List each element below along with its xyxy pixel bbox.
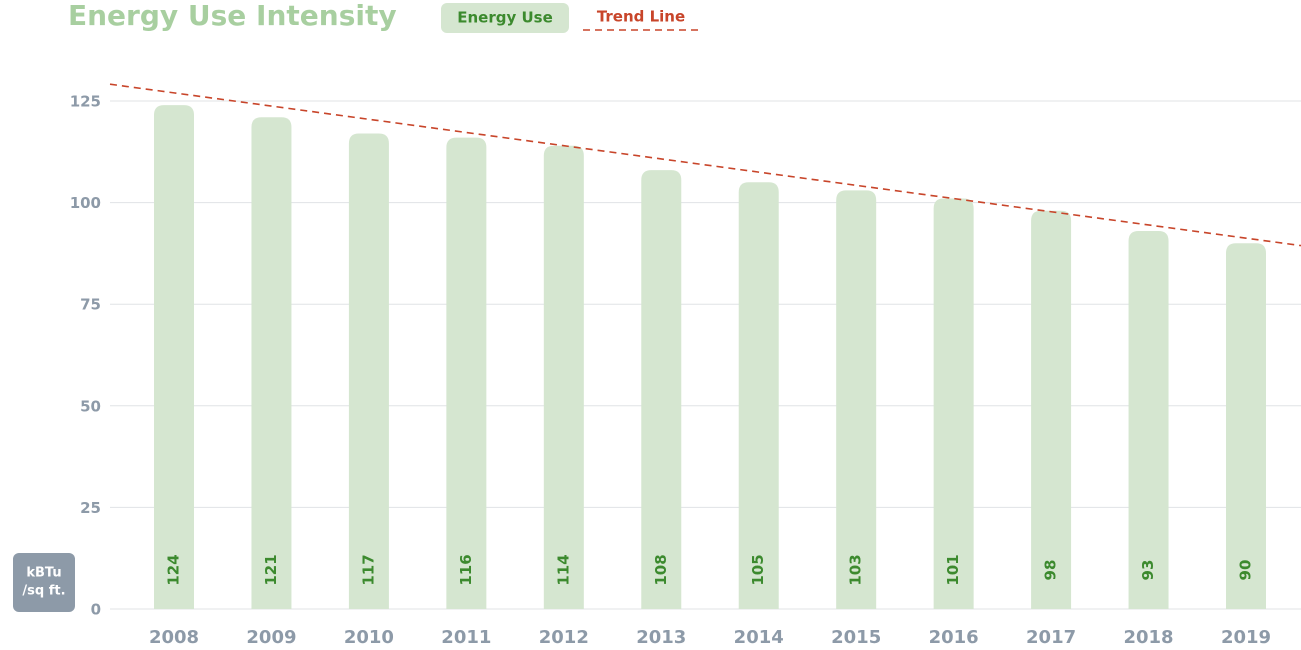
y-tick-label: 25 (80, 499, 101, 517)
legend-label: Energy Use (457, 9, 553, 27)
bar (251, 117, 292, 610)
x-tick-label: 2016 (929, 627, 979, 648)
y-tick-label: 100 (70, 194, 101, 212)
bar (738, 182, 779, 609)
value-label: 124 (165, 554, 183, 585)
value-label: 105 (749, 554, 767, 585)
value-label: 101 (944, 554, 962, 585)
x-tick-label: 2019 (1221, 627, 1271, 648)
y-label: kBTu (26, 566, 61, 581)
value-label: 114 (554, 554, 572, 585)
x-tick-label: 2008 (149, 627, 199, 648)
chart-title: Energy Use Intensity (68, 0, 397, 32)
bar (641, 170, 682, 609)
bar (836, 190, 877, 609)
trend-line (109, 83, 1301, 247)
x-tick-label: 2010 (344, 627, 394, 648)
bar (933, 198, 974, 609)
value-label: 103 (847, 554, 865, 585)
value-label: 117 (359, 554, 377, 585)
value-label: 116 (457, 554, 475, 585)
x-tick-label: 2012 (539, 627, 589, 648)
x-tick-label: 2011 (441, 627, 491, 648)
x-tick-label: 2014 (734, 627, 784, 648)
x-tick-label: 2018 (1123, 627, 1173, 648)
x-tick-label: 2009 (246, 627, 296, 648)
y-label: /sq ft. (22, 584, 65, 599)
y-tick-label: 0 (91, 601, 101, 619)
bar (154, 105, 194, 610)
bar (348, 133, 389, 609)
bar (446, 137, 487, 610)
bar (1226, 243, 1266, 610)
y-tick-label: 50 (80, 397, 101, 415)
value-label: 90 (1237, 560, 1255, 581)
bar (543, 145, 584, 610)
x-tick-label: 2017 (1026, 627, 1076, 648)
y-label-box (13, 553, 75, 612)
y-tick-label: 75 (80, 296, 101, 314)
x-tick-label: 2015 (831, 627, 881, 648)
value-label: 93 (1139, 560, 1157, 581)
value-label: 98 (1042, 560, 1060, 581)
value-label: 108 (652, 554, 670, 585)
legend-label: Trend Line (597, 8, 685, 26)
bar (1031, 210, 1072, 609)
x-tick-label: 2013 (636, 627, 686, 648)
value-label: 121 (262, 554, 280, 585)
legend-swatch (441, 3, 569, 33)
bar (1128, 231, 1169, 609)
y-tick-label: 125 (70, 93, 101, 111)
